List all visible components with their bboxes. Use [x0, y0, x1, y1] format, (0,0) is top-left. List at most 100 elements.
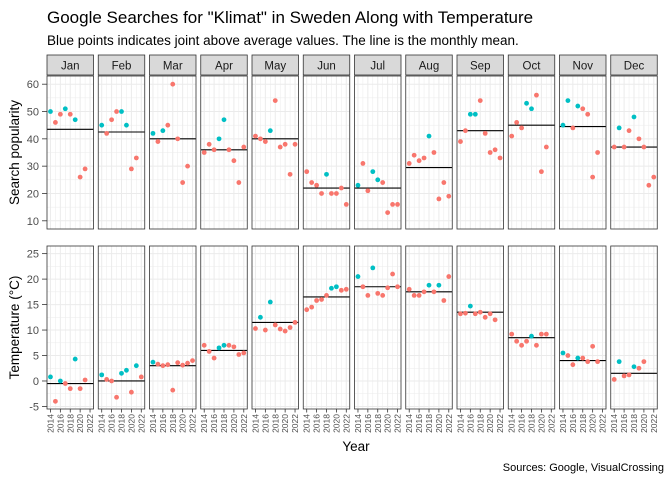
data-point-2021 [441, 180, 447, 185]
chart-title: Google Searches for "Klimat" in Sweden A… [47, 8, 533, 27]
panel-border [149, 75, 197, 230]
data-point-2017 [319, 191, 324, 196]
facet-strip-label: May [264, 61, 286, 73]
data-point-2015 [53, 398, 58, 404]
data-point-2017 [626, 372, 632, 378]
facet-apr-search: Apr [200, 54, 248, 230]
data-point-2020 [77, 174, 83, 180]
facet-strip [200, 54, 248, 76]
x-tick-label: 2016 [158, 414, 168, 433]
data-point-2019 [380, 180, 386, 185]
data-point-2018 [375, 290, 381, 296]
data-point-2022 [292, 320, 298, 325]
data-point-2014 [201, 150, 207, 155]
data-point-2016 [519, 125, 525, 131]
data-point-2016 [262, 327, 268, 333]
x-tick-label: 2016 [568, 414, 578, 433]
data-point-2021 [441, 298, 447, 303]
data-point-2019 [277, 144, 283, 150]
x-tick-label: 2014 [404, 414, 414, 433]
data-point-2019 [329, 285, 334, 291]
data-point-2019 [585, 359, 591, 365]
data-point-2020 [333, 191, 339, 196]
data-point-2014 [560, 350, 566, 356]
data-point-2020 [77, 386, 83, 392]
data-point-2020 [282, 141, 288, 147]
data-point-2022 [651, 174, 657, 180]
data-point-2020 [282, 328, 288, 334]
y-axis-title-temperature: Temperature (°C) [7, 276, 22, 380]
data-point-2016 [211, 355, 217, 361]
panel-border [507, 75, 556, 230]
data-point-2018 [272, 98, 278, 103]
data-point-2019 [585, 111, 591, 117]
data-point-2022 [292, 141, 298, 147]
data-point-2018 [529, 106, 534, 112]
data-point-2019 [431, 150, 437, 155]
x-tick-label: 2022 [85, 414, 95, 433]
data-point-2022 [395, 284, 400, 290]
x-tick-label: 2014 [250, 414, 260, 433]
facet-strip [456, 54, 504, 76]
data-point-2022 [190, 358, 195, 364]
data-point-2014 [458, 139, 463, 144]
data-point-2016 [109, 378, 115, 384]
data-point-2021 [390, 271, 395, 277]
data-point-2016 [211, 147, 217, 153]
data-point-2020 [641, 144, 647, 150]
x-tick-label: 2014 [148, 414, 158, 433]
data-point-2020 [641, 359, 647, 365]
panel-border [97, 75, 146, 230]
facet-feb-temperature: 2014 2016 2018 2020 2022 [97, 245, 146, 433]
y-tick-label: 40 [27, 134, 39, 146]
data-point-2016 [416, 158, 422, 164]
data-point-2014 [48, 374, 53, 380]
data-point-2015 [53, 120, 58, 125]
x-tick-label: 2022 [290, 414, 300, 433]
data-point-2014 [509, 331, 515, 337]
data-point-2021 [338, 287, 344, 293]
data-point-2016 [314, 298, 320, 303]
data-point-2015 [104, 130, 110, 136]
chart-subtitle: Blue points indicates joint above averag… [47, 33, 519, 48]
data-point-2018 [119, 109, 124, 114]
data-point-2014 [304, 169, 310, 175]
data-point-2021 [390, 202, 395, 207]
data-point-2015 [463, 310, 468, 316]
data-point-2014 [48, 109, 53, 114]
facet-apr-temperature: 2014 2016 2018 2020 2022 [199, 245, 249, 433]
facet-strip [610, 54, 658, 76]
data-point-2015 [514, 338, 520, 344]
x-tick-label: 2014 [199, 414, 209, 433]
data-point-2019 [124, 122, 129, 128]
data-point-2015 [258, 314, 263, 320]
data-point-2020 [231, 158, 237, 164]
data-point-2020 [333, 284, 339, 290]
y-tick-label: 25 [27, 249, 39, 261]
facet-strip-label: Aug [419, 61, 439, 73]
data-point-2020 [436, 196, 442, 202]
data-point-2020 [180, 180, 186, 185]
data-point-2020 [128, 389, 134, 395]
data-point-2020 [436, 282, 442, 288]
data-point-2018 [67, 111, 73, 117]
data-point-2014 [253, 133, 258, 139]
data-point-2021 [595, 359, 600, 365]
x-tick-label: 2020 [75, 414, 85, 433]
panel-border [405, 75, 453, 230]
data-point-2015 [360, 161, 366, 166]
data-point-2022 [446, 193, 452, 199]
data-point-2017 [62, 381, 68, 386]
data-point-2018 [631, 364, 637, 370]
x-tick-label: 2020 [331, 414, 341, 433]
x-tick-label: 2016 [107, 414, 117, 433]
x-tick-label: 2018 [270, 414, 280, 433]
data-point-2016 [314, 182, 320, 188]
data-point-2019 [534, 92, 539, 98]
facet-strip-label: Dec [624, 61, 645, 73]
x-tick-label: 2020 [434, 414, 444, 433]
data-point-2016 [160, 128, 166, 134]
facet-strip-label: Jul [370, 61, 385, 73]
data-point-2015 [258, 136, 263, 142]
